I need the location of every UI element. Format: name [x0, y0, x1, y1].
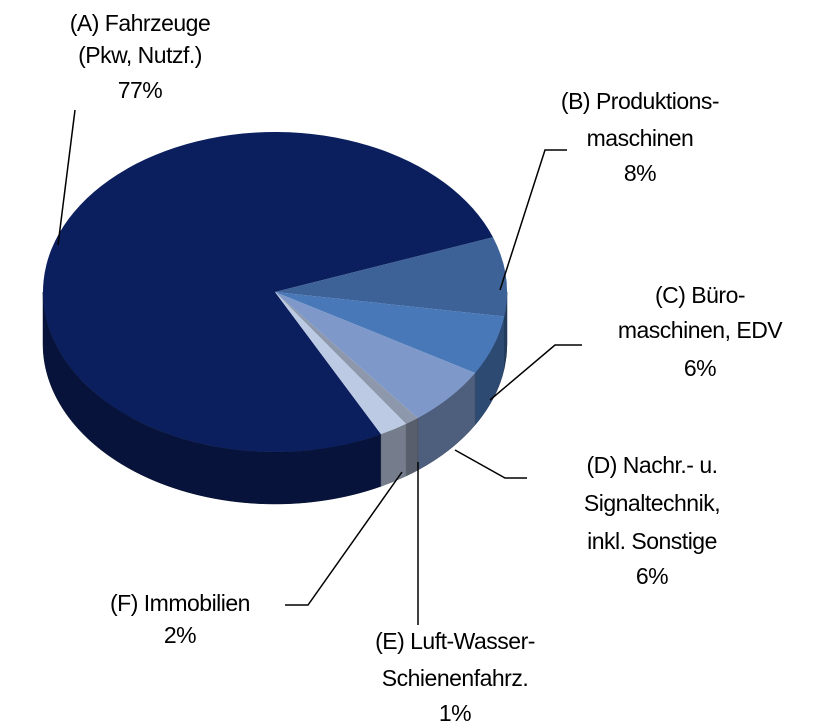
slice-label: (D) Nachr.- u.: [586, 452, 717, 478]
slice-label: (A) Fahrzeuge: [70, 10, 211, 36]
leader-line: [285, 471, 403, 606]
slice-label: maschinen: [587, 125, 694, 151]
value-label: 77%: [118, 77, 163, 103]
leader-line: [499, 149, 567, 291]
value-label: 6%: [684, 355, 716, 381]
value-label: 8%: [624, 160, 656, 186]
slice-label: (F) Immobilien: [110, 590, 250, 616]
pie-slice: [275, 292, 505, 373]
value-label: 2%: [164, 622, 196, 648]
slice-label: (B) Produktions-: [561, 88, 719, 114]
pie-slice: [275, 292, 407, 435]
value-label: 6%: [636, 563, 668, 589]
slice-label: Schienenfahrz.: [382, 665, 528, 691]
leader-line: [489, 344, 582, 401]
slice-label: (C) Büro-: [655, 282, 745, 308]
slice-side: [405, 417, 419, 477]
leader-line: [57, 109, 76, 246]
pie-slice: [275, 237, 507, 317]
pie-slice: [275, 292, 418, 425]
slice-label: maschinen, EDV: [618, 317, 783, 343]
pie-slice: [42, 132, 494, 453]
leader-line: [454, 449, 527, 479]
pie-slice: [275, 292, 476, 419]
slice-label: inkl. Sonstige: [587, 528, 717, 554]
value-label: 1%: [439, 700, 471, 726]
slice-label: (Pkw, Nutzf.): [78, 42, 202, 68]
slice-side: [380, 423, 407, 487]
slice-label: Signaltechnik,: [584, 490, 720, 516]
slice-label: (E) Luft-Wasser-: [375, 628, 535, 654]
